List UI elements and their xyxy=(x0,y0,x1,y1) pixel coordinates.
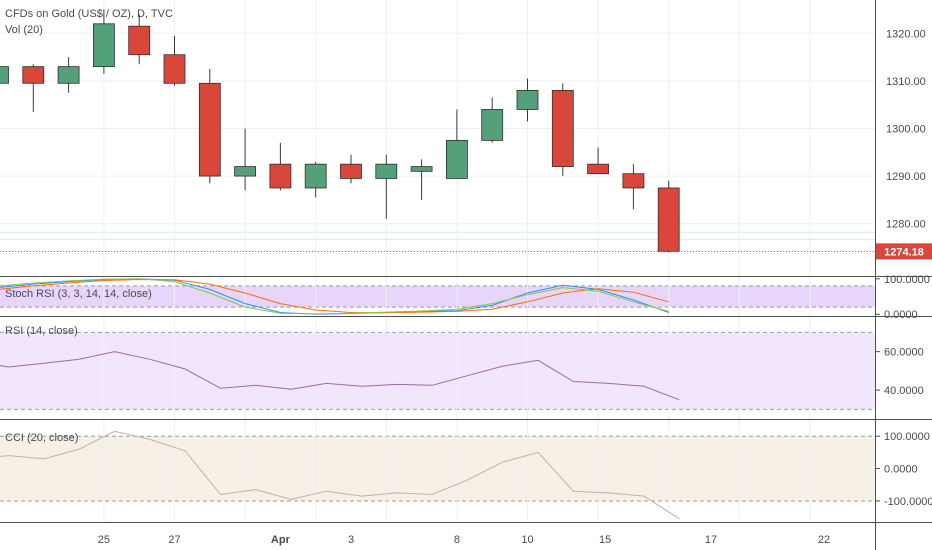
last-price-value: 1274.18 xyxy=(884,246,924,258)
candle-up[interactable] xyxy=(410,166,433,172)
time-axis-label: Apr xyxy=(271,534,291,546)
time-axis-label: 3 xyxy=(348,534,354,546)
cci-line xyxy=(0,430,680,520)
time-axis-label: 10 xyxy=(521,534,533,546)
candle-down[interactable] xyxy=(587,163,609,175)
candle-down[interactable] xyxy=(198,82,221,177)
candle-down[interactable] xyxy=(22,66,45,84)
chart-title: CFDs on Gold (US$ / OZ), D, TVC xyxy=(5,8,173,20)
candle-up[interactable] xyxy=(93,23,115,68)
time-axis-label: 8 xyxy=(454,534,460,546)
price-axis-label: 1300.00 xyxy=(886,123,926,135)
time-axis-label: 17 xyxy=(705,534,717,546)
time-axis-label: 22 xyxy=(818,534,830,546)
time-axis-label: 15 xyxy=(599,534,611,546)
candle-down[interactable] xyxy=(551,90,574,167)
candle-up[interactable] xyxy=(234,166,257,177)
rsi-label: RSI (14, close) xyxy=(5,325,78,337)
candle-down[interactable] xyxy=(657,187,680,252)
rsi-axis-label: 40.0000 xyxy=(884,385,924,397)
price-axis-label: 1280.00 xyxy=(886,219,926,231)
candle-up[interactable] xyxy=(516,90,539,110)
stoch-rsi-line xyxy=(0,278,669,314)
price-axis[interactable]: 1280.00 1290.00 1300.00 1310.00 1320.00 100.0… xyxy=(876,28,932,508)
grid-lines xyxy=(0,0,875,522)
time-axis[interactable]: 25 27 Apr 3 8 10 15 17 22 xyxy=(98,534,830,546)
candle-up[interactable] xyxy=(0,66,9,84)
candle-up[interactable] xyxy=(57,66,80,84)
time-axis-label: 25 xyxy=(98,534,110,546)
stoch-rsi-line xyxy=(0,278,669,315)
cci-label: CCI (20, close) xyxy=(5,432,78,444)
candle-down[interactable] xyxy=(128,25,151,56)
stoch-band xyxy=(0,285,875,308)
price-candles[interactable] xyxy=(0,9,680,253)
cci-axis-label: -100.0000 xyxy=(884,496,932,508)
rsi-band xyxy=(0,332,875,410)
candle-down[interactable] xyxy=(622,173,645,189)
last-price-tag: 1274.18 xyxy=(876,243,932,260)
last-price-tag-background xyxy=(876,243,932,260)
rsi-line xyxy=(0,351,680,401)
candle-up[interactable] xyxy=(304,163,327,189)
stoch-axis-label: 100.0000 xyxy=(884,274,930,286)
volume-indicator-label: Vol (20) xyxy=(5,24,43,36)
cci-axis-label: 0.0000 xyxy=(884,464,918,476)
stoch-axis-label: 0.0000 xyxy=(884,309,918,321)
stoch-rsi-label: Stoch RSI (3, 3, 14, 14, close) xyxy=(5,288,152,300)
rsi-axis-label: 60.0000 xyxy=(884,347,924,359)
cci-band xyxy=(0,436,875,501)
price-axis-label: 1320.00 xyxy=(886,28,926,40)
candle-down[interactable] xyxy=(269,163,292,189)
candle-up[interactable] xyxy=(445,139,468,179)
time-axis-label: 27 xyxy=(168,534,180,546)
candle-down[interactable] xyxy=(340,163,362,179)
cci-axis-label: 100.0000 xyxy=(884,431,930,443)
price-axis-label: 1290.00 xyxy=(886,171,926,183)
candle-up[interactable] xyxy=(481,109,504,141)
pane-backgrounds xyxy=(0,285,875,502)
candle-up[interactable] xyxy=(375,163,398,179)
price-axis-label: 1310.00 xyxy=(886,76,926,88)
candle-down[interactable] xyxy=(163,54,186,84)
indicator-lines xyxy=(0,278,680,520)
